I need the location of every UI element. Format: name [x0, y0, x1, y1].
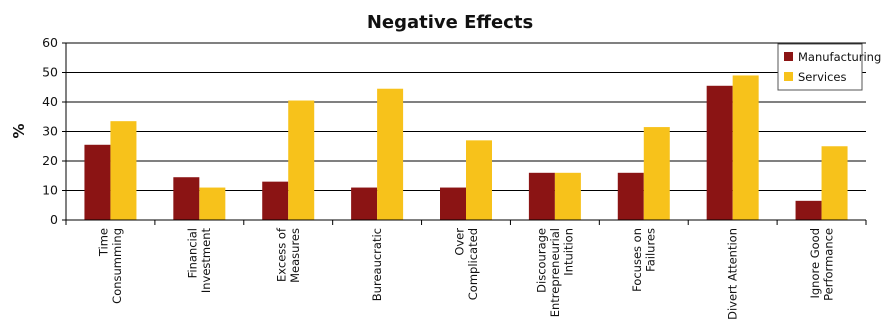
x-category-label: Bureaucratic	[370, 228, 384, 301]
bar-manufacturing-2	[262, 181, 289, 220]
y-tick-label: 10	[42, 183, 58, 198]
x-category-label: Discourage	[534, 228, 548, 293]
bar-manufacturing-0	[84, 144, 111, 220]
legend: Manufacturing Services	[777, 43, 881, 91]
bar-manufacturing-6	[617, 172, 644, 220]
legend-swatch	[784, 72, 793, 81]
y-tick-label: 20	[42, 153, 58, 168]
bars	[84, 75, 848, 221]
x-category-label: Ignore Good	[808, 228, 822, 299]
legend-label: Services	[798, 70, 847, 84]
x-category-label: Failures	[644, 228, 658, 272]
bar-manufacturing-4	[440, 187, 466, 220]
x-category-label: Divert Attention	[726, 228, 740, 320]
y-tick-labels: 0 10 20 30 40 50 60	[42, 35, 58, 227]
bar-services-0	[110, 121, 137, 220]
bar-manufacturing-3	[351, 187, 378, 220]
bar-manufacturing-8	[795, 200, 822, 220]
y-tick-label: 40	[42, 94, 58, 109]
bar-manufacturing-7	[706, 85, 733, 221]
x-category-label: Over	[452, 228, 466, 256]
x-category-label: Entrepreneurial	[548, 228, 562, 317]
bar-services-5	[554, 172, 581, 220]
y-tick-label: 0	[50, 212, 58, 227]
x-category-label: Excess of	[275, 227, 289, 282]
x-category-label: Performance	[821, 228, 835, 301]
category-labels: Time Consumming Financial Investment Excess …	[97, 227, 836, 320]
bar-services-6	[643, 127, 670, 220]
y-tick-label: 50	[42, 65, 58, 80]
bar-services-4	[466, 140, 492, 220]
x-category-label: Complicated	[466, 228, 480, 300]
legend-swatch	[784, 52, 793, 61]
bar-manufacturing-5	[528, 172, 555, 220]
legend-box	[777, 43, 863, 91]
x-category-label: Intuition	[561, 228, 575, 276]
bar-services-2	[288, 100, 315, 220]
bar-services-8	[821, 146, 848, 220]
x-category-label: Investment	[199, 228, 213, 294]
axes	[62, 42, 867, 225]
y-tick-label: 30	[42, 124, 58, 139]
chart-title: Negative Effects	[367, 12, 533, 33]
x-category-label: Consumming	[110, 228, 124, 304]
y-axis-label: %	[10, 123, 28, 138]
bar-services-1	[199, 187, 226, 220]
legend-label: Manufacturing	[798, 50, 881, 64]
bar-services-7	[732, 75, 759, 220]
x-category-label: Time	[97, 228, 111, 257]
bar-manufacturing-1	[173, 177, 200, 220]
x-category-label: Financial	[186, 228, 200, 278]
x-category-label: Focuses on	[630, 228, 644, 292]
x-category-label: Measures	[288, 228, 302, 283]
bar-services-3	[377, 88, 404, 220]
y-tick-label: 60	[42, 35, 58, 50]
